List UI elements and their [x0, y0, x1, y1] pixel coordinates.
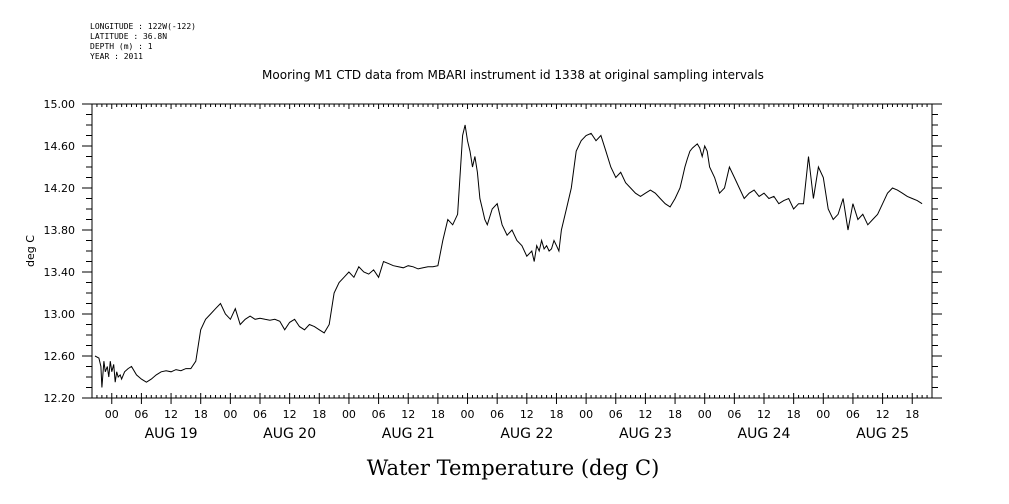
- x-tick-label: 06: [134, 408, 148, 421]
- x-tick-label: 06: [609, 408, 623, 421]
- x-tick-label: 18: [431, 408, 445, 421]
- y-tick-label: 13.40: [44, 266, 76, 279]
- metadata-block: LONGITUDE : 122W(-122) LATITUDE : 36.8N …: [90, 22, 196, 62]
- day-label: AUG 19: [145, 426, 198, 442]
- x-tick-label: 18: [194, 408, 208, 421]
- y-tick-label: 14.20: [44, 182, 76, 195]
- y-tick-label: 13.00: [44, 308, 76, 321]
- y-tick-label: 12.60: [44, 350, 76, 363]
- x-tick-label: 18: [549, 408, 563, 421]
- x-tick-label: 18: [312, 408, 326, 421]
- x-tick-label: 12: [283, 408, 297, 421]
- x-tick-label: 00: [698, 408, 712, 421]
- axis-ticks: [82, 103, 942, 404]
- x-axis-label: Water Temperature (deg C): [367, 456, 660, 480]
- x-tick-label: 12: [401, 408, 415, 421]
- x-tick-label: 12: [876, 408, 890, 421]
- depth-label: DEPTH (m) : 1: [90, 42, 153, 51]
- longitude-label: LONGITUDE : 122W(-122): [90, 22, 196, 31]
- x-tick-label: 12: [520, 408, 534, 421]
- plot-frame: [91, 103, 933, 399]
- x-tick-label: 00: [579, 408, 593, 421]
- y-axis-label: deg C: [24, 235, 37, 267]
- day-label: AUG 20: [263, 426, 316, 442]
- x-tick-label: 12: [164, 408, 178, 421]
- x-tick-label: 00: [816, 408, 830, 421]
- day-label: AUG 24: [738, 426, 791, 442]
- x-tick-label: 06: [846, 408, 860, 421]
- x-tick-label: 18: [787, 408, 801, 421]
- x-tick-labels: 00 06 12 18 00 06 12 18 00 06 12 18 00 06 12 18 00 06 12 18…: [105, 408, 919, 421]
- x-tick-label: 06: [490, 408, 504, 421]
- x-tick-label: 00: [342, 408, 356, 421]
- day-label: AUG 23: [619, 426, 672, 442]
- day-label: AUG 25: [856, 426, 909, 442]
- day-label: AUG 22: [500, 426, 553, 442]
- x-tick-label: 00: [223, 408, 237, 421]
- day-labels: AUG 19 AUG 20 AUG 21 AUG 22 AUG 23 AUG 24 AUG …: [145, 426, 909, 442]
- y-tick-label: 15.00: [44, 98, 76, 111]
- x-tick-label: 06: [372, 408, 386, 421]
- y-tick-label: 14.60: [44, 140, 76, 153]
- x-tick-label: 00: [461, 408, 475, 421]
- water-temperature-series: [94, 124, 923, 388]
- y-tick-label: 13.80: [44, 224, 76, 237]
- x-tick-label: 18: [668, 408, 682, 421]
- chart-title: Mooring M1 CTD data from MBARI instrumen…: [262, 68, 764, 82]
- x-tick-label: 12: [638, 408, 652, 421]
- x-tick-label: 12: [757, 408, 771, 421]
- year-label: YEAR : 2011: [90, 52, 143, 61]
- x-tick-label: 00: [105, 408, 119, 421]
- day-label: AUG 21: [382, 426, 435, 442]
- x-tick-label: 06: [727, 408, 741, 421]
- y-tick-labels: 12.20 12.60 13.00 13.40 13.80 14.20 14.60 15.00: [44, 98, 76, 405]
- latitude-label: LATITUDE : 36.8N: [90, 32, 168, 41]
- x-tick-label: 06: [253, 408, 267, 421]
- y-tick-label: 12.20: [44, 392, 76, 405]
- x-tick-label: 18: [905, 408, 919, 421]
